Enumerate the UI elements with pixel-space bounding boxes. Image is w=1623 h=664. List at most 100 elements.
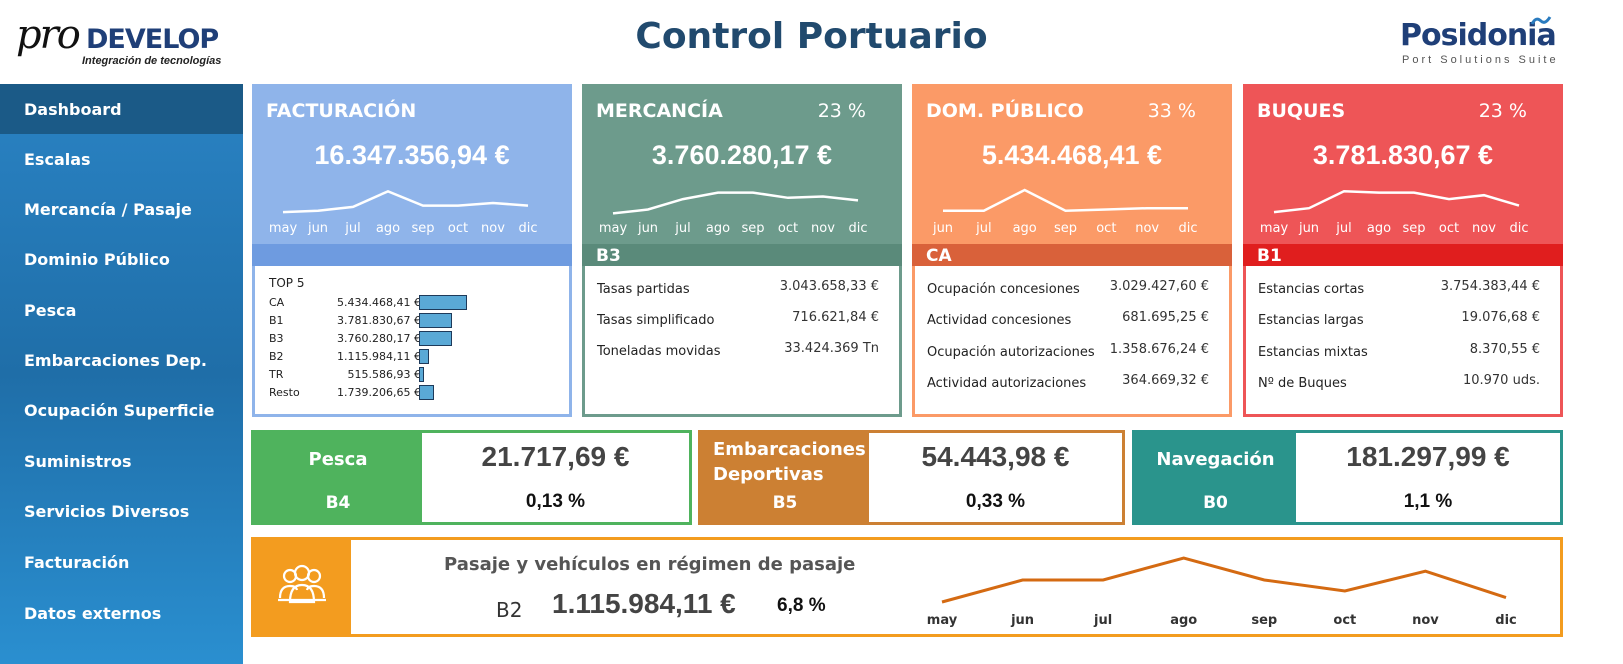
card-band: CA <box>912 244 1232 266</box>
sparkline-facturacion <box>282 189 529 214</box>
month-label: may <box>927 613 958 628</box>
top5-row[interactable]: B1 3.781.830,67 € <box>269 312 569 330</box>
top5-code: CA <box>269 296 285 309</box>
card-band <box>252 244 572 266</box>
sidebar-item-embarcaciones[interactable]: Embarcaciones Dep. <box>24 350 207 370</box>
detail-row: Toneladas movidas 33.424.369 Tn <box>597 341 879 364</box>
card-title: BUQUES <box>1257 100 1346 122</box>
month-label: oct <box>447 221 469 236</box>
panel-pesca[interactable]: Pesca B4 21.717,69 € 0,13 % <box>251 430 692 525</box>
card-details: Estancias cortas 3.754.383,44 € Estancias… <box>1243 266 1563 417</box>
card-details: Tasas partidas 3.043.658,33 € Tasas simpl… <box>582 266 902 417</box>
panel-embarcaciones[interactable]: Embarcaciones Deportivas B5 54.443,98 € … <box>698 430 1125 525</box>
posidonia-tagline: Port Solutions Suite <box>1402 54 1559 66</box>
top5-row[interactable]: CA 5.434.468,41 € <box>269 294 569 312</box>
detail-label: Tasas partidas <box>597 282 690 297</box>
month-axis: jun jul ago sep oct nov dic <box>926 221 1206 237</box>
sidebar-item-datos-externos[interactable]: Datos externos <box>24 603 162 623</box>
top5-row[interactable]: TR 515.586,93 € <box>269 366 569 384</box>
sidebar-item-servicios-diversos[interactable]: Servicios Diversos <box>24 501 190 521</box>
card-band: B1 <box>1243 244 1563 266</box>
panel-value: 181.297,99 € <box>1346 441 1510 472</box>
sidebar-item-facturacion[interactable]: Facturación <box>24 552 130 572</box>
card-dom-publico[interactable]: DOM. PÚBLICO 33 % 5.434.468,41 € jun jul a… <box>912 84 1232 417</box>
panel-name: Navegación <box>1156 449 1275 470</box>
month-label: jul <box>1336 221 1352 236</box>
posidonia-logo: Posidonia Port Solutions Suite <box>1400 16 1580 66</box>
card-value: 3.781.830,67 € <box>1312 140 1494 170</box>
month-label: ago <box>1170 613 1197 628</box>
panel-pasaje[interactable]: Pasaje y vehículos en régimen de pasaje … <box>251 537 1563 637</box>
month-label: sep <box>1053 221 1078 236</box>
month-label: ago <box>375 221 401 236</box>
detail-row: Estancias cortas 3.754.383,44 € <box>1258 279 1540 302</box>
month-label: may <box>598 221 628 236</box>
panel-embarcaciones-label: Embarcaciones Deportivas B5 <box>701 433 869 522</box>
month-label: may <box>268 221 298 236</box>
month-label: jun <box>307 221 329 236</box>
page-title: Control Portuario <box>635 16 988 57</box>
sidebar-item-dashboard[interactable]: Dashboard <box>0 84 243 134</box>
detail-row: Actividad autorizaciones 364.669,32 € <box>927 373 1209 396</box>
logo-pro-text: pro <box>16 12 81 58</box>
band-code: B3 <box>596 246 621 266</box>
people-icon <box>278 564 326 604</box>
sidebar-item-dominio-publico[interactable]: Dominio Público <box>24 249 170 269</box>
card-facturacion-header: FACTURACIÓN 16.347.356,94 € may jun jul ago… <box>252 84 572 244</box>
logo-develop-text: DEVELOP <box>86 24 219 55</box>
sidebar-item-ocupacion-superficie[interactable]: Ocupación Superficie <box>24 400 215 420</box>
panel-pesca-label: Pesca B4 <box>254 433 422 522</box>
month-label: jun <box>1010 613 1034 628</box>
top5-title: TOP 5 <box>269 276 305 290</box>
wave-icon <box>1530 16 1552 25</box>
detail-value: 19.076,68 € <box>1461 310 1540 325</box>
panel-name: Embarcaciones Deportivas <box>713 439 866 485</box>
top5-row[interactable]: B3 3.760.280,17 € <box>269 330 569 348</box>
top5-code: B2 <box>269 350 284 363</box>
detail-row: Ocupación concesiones 3.029.427,60 € <box>927 279 1209 302</box>
card-percent: 23 % <box>1478 100 1527 122</box>
panel-value: 54.443,98 € <box>921 441 1070 472</box>
panel-code: B0 <box>1203 493 1228 513</box>
detail-label: Ocupación autorizaciones <box>927 345 1095 360</box>
sidebar-item-pesca[interactable]: Pesca <box>24 300 77 320</box>
sparkline-buques <box>1273 190 1520 214</box>
card-title: MERCANCÍA <box>596 100 723 122</box>
panel-navegacion[interactable]: Navegación B0 181.297,99 € 1,1 % <box>1132 430 1563 525</box>
detail-row: Ocupación autorizaciones 1.358.676,24 € <box>927 342 1209 365</box>
top5-value: 5.434.468,41 € <box>337 296 421 309</box>
top5-code: TR <box>269 368 284 381</box>
band-code: B1 <box>1257 246 1282 266</box>
card-buques[interactable]: BUQUES 23 % 3.781.830,67 € may jun jul ago s… <box>1243 84 1563 417</box>
month-label: ago <box>1012 221 1037 236</box>
panel-navegacion-label: Navegación B0 <box>1135 433 1296 522</box>
top5-code: Resto <box>269 386 300 399</box>
sidebar-item-suministros[interactable]: Suministros <box>24 451 132 471</box>
sparkline-dom-publico <box>943 188 1188 213</box>
card-mercancia[interactable]: MERCANCÍA 23 % 3.760.280,17 € may jun jul a… <box>582 84 902 417</box>
month-label: ago <box>1366 221 1392 236</box>
month-label: nov <box>481 221 505 236</box>
sparkline-mercancia <box>612 191 859 215</box>
sidebar-item-mercancia-pasaje[interactable]: Mercancía / Pasaje <box>24 199 192 219</box>
detail-row: Estancias largas 19.076,68 € <box>1258 310 1540 333</box>
card-facturacion[interactable]: FACTURACIÓN 16.347.356,94 € may jun jul ago… <box>252 84 572 417</box>
top5-row[interactable]: Resto 1.739.206,65 € <box>269 384 569 402</box>
sparkline-series <box>1273 190 1520 214</box>
card-value: 16.347.356,94 € <box>314 140 510 170</box>
top5-row[interactable]: B2 1.115.984,11 € <box>269 348 569 366</box>
month-label: jun <box>637 221 659 236</box>
month-label: nov <box>1412 613 1439 628</box>
pasaje-series <box>941 556 1507 604</box>
band-code: CA <box>926 246 952 266</box>
pasaje-value: 1.115.984,11 € <box>552 588 736 619</box>
detail-label: Toneladas movidas <box>597 344 721 359</box>
month-label: dic <box>518 221 538 236</box>
sidebar-item-escalas[interactable]: Escalas <box>24 149 91 169</box>
panel-code: B4 <box>325 493 351 513</box>
panel-name: Pesca <box>308 449 368 470</box>
top5-bar <box>419 295 467 310</box>
detail-label: Estancias cortas <box>1258 282 1365 297</box>
month-label: jul <box>1093 613 1112 628</box>
pasaje-code: B2 <box>496 598 523 622</box>
